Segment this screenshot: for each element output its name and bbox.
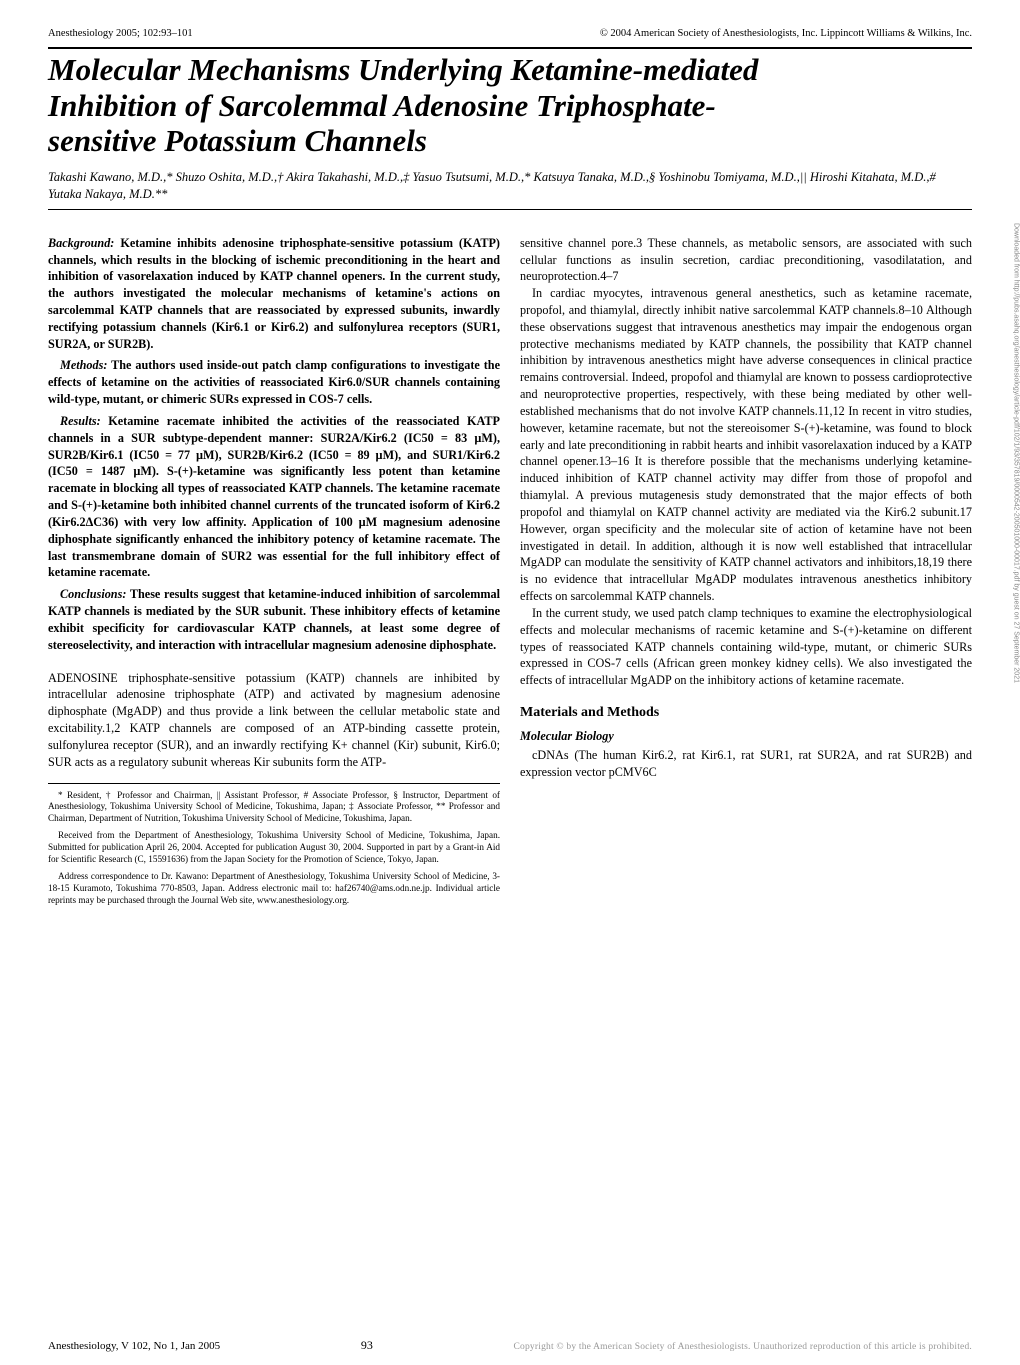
footer-page-number: 93 xyxy=(361,1338,373,1353)
footnote-affiliations: * Resident, † Professor and Chairman, ||… xyxy=(48,790,500,826)
abstract-background: Background: Ketamine inhibits adenosine … xyxy=(48,235,500,353)
footnote-correspondence: Address correspondence to Dr. Kawano: De… xyxy=(48,871,500,907)
abstract-conclusions: Conclusions: These results suggest that … xyxy=(48,586,500,653)
download-watermark: Downloaded from http://pubs.asahq.org/an… xyxy=(1013,222,1020,682)
title-line: Molecular Mechanisms Underlying Ketamine… xyxy=(48,52,972,88)
article-title: Molecular Mechanisms Underlying Ketamine… xyxy=(48,52,972,159)
abstract-results: Results: Ketamine racemate inhibited the… xyxy=(48,413,500,581)
abstract-block: Background: Ketamine inhibits adenosine … xyxy=(48,235,500,654)
footnotes-block: * Resident, † Professor and Chairman, ||… xyxy=(48,790,500,908)
body-paragraph: In cardiac myocytes, intravenous general… xyxy=(520,285,972,605)
abstract-methods: Methods: The authors used inside-out pat… xyxy=(48,357,500,407)
footnote-received: Received from the Department of Anesthes… xyxy=(48,830,500,866)
two-column-layout: Background: Ketamine inhibits adenosine … xyxy=(48,235,972,912)
running-header: Anesthesiology 2005; 102:93–101 © 2004 A… xyxy=(48,28,972,39)
title-line: sensitive Potassium Channels xyxy=(48,123,972,159)
subsection-heading-molecular: Molecular Biology xyxy=(520,728,972,745)
footer-copyright: Copyright © by the American Society of A… xyxy=(513,1342,972,1352)
body-paragraph: sensitive channel pore.3 These channels,… xyxy=(520,235,972,285)
body-paragraph: In the current study, we used patch clam… xyxy=(520,605,972,689)
intro-paragraph: ADENOSINE triphosphate-sensitive potassi… xyxy=(48,670,500,771)
author-rule xyxy=(48,209,972,210)
section-heading-materials: Materials and Methods xyxy=(520,703,972,722)
body-paragraph: cDNAs (The human Kir6.2, rat Kir6.1, rat… xyxy=(520,747,972,781)
header-left: Anesthesiology 2005; 102:93–101 xyxy=(48,28,193,39)
top-rule xyxy=(48,47,972,49)
header-right: © 2004 American Society of Anesthesiolog… xyxy=(600,28,972,39)
right-column: sensitive channel pore.3 These channels,… xyxy=(520,235,972,912)
page-footer: Anesthesiology, V 102, No 1, Jan 2005 93… xyxy=(48,1338,972,1353)
footer-journal: Anesthesiology, V 102, No 1, Jan 2005 xyxy=(48,1340,220,1352)
footnote-separator xyxy=(48,783,500,784)
author-list: Takashi Kawano, M.D.,* Shuzo Oshita, M.D… xyxy=(48,169,972,203)
left-column: Background: Ketamine inhibits adenosine … xyxy=(48,235,500,912)
title-line: Inhibition of Sarcolemmal Adenosine Trip… xyxy=(48,88,972,124)
